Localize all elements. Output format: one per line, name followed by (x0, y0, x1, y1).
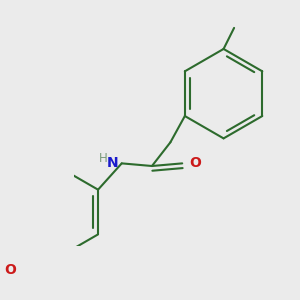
Text: O: O (189, 156, 201, 170)
Text: H: H (98, 152, 107, 165)
Text: N: N (107, 156, 118, 170)
Text: O: O (4, 263, 16, 277)
